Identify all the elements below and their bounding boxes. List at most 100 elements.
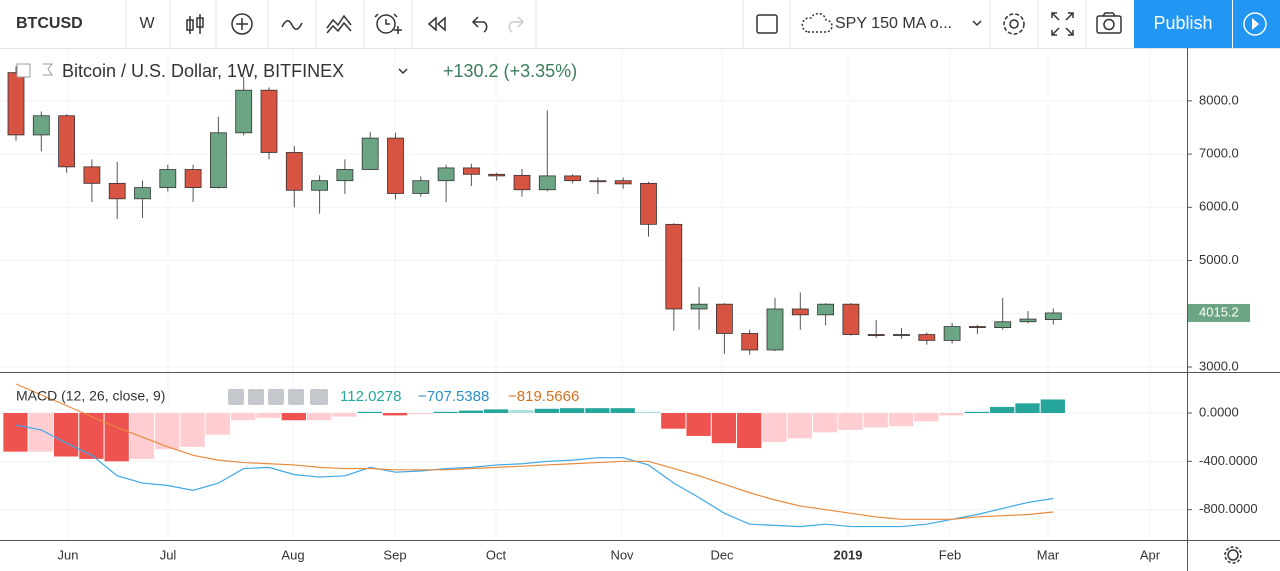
templates-button[interactable]	[326, 14, 352, 34]
candle-body	[361, 137, 379, 170]
candle-body	[285, 152, 303, 191]
layout-button[interactable]	[756, 14, 778, 34]
candle-body	[690, 303, 708, 310]
histogram-bar	[787, 412, 812, 439]
histogram-bar	[382, 412, 408, 416]
last-price-box	[1188, 303, 1250, 322]
histogram-bar	[408, 412, 433, 415]
candle-body	[640, 182, 657, 225]
candle-body	[842, 303, 860, 335]
candle-body	[564, 175, 581, 182]
streaming-icon	[1243, 12, 1267, 36]
interval[interactable]: W	[139, 15, 155, 32]
y-tick-label: -800.0000	[1199, 501, 1258, 516]
x-tick-label: Feb	[939, 547, 961, 562]
y-tick-label: 0.0000	[1199, 404, 1239, 419]
candle-body	[32, 115, 50, 136]
x-tick-label: 2019	[834, 547, 863, 562]
layout-menu-chevron[interactable]	[972, 20, 982, 27]
candle-body	[969, 326, 986, 329]
candle-body	[741, 333, 759, 351]
saved-layout[interactable]: SPY 150 MA o...	[835, 15, 952, 32]
candle-body	[614, 180, 632, 185]
candle-body	[235, 89, 253, 134]
macd-line-value: −707.5388	[418, 388, 489, 405]
candle-body	[1019, 318, 1037, 323]
histogram-bar	[888, 412, 914, 427]
redo-button[interactable]	[508, 16, 525, 33]
histogram-bar	[939, 412, 964, 416]
candle-body	[437, 167, 455, 182]
price-change: +130.2 (+3.35%)	[443, 61, 577, 81]
histogram-bar	[3, 412, 28, 452]
replay-button[interactable]	[427, 16, 446, 32]
compare-button[interactable]	[281, 20, 303, 30]
macd-signal-value: −819.5666	[508, 388, 579, 405]
macd-title: MACD (12, 26, close, 9)	[16, 388, 165, 404]
y-tick-label: 5000.0	[1199, 252, 1239, 267]
candle-type-button[interactable]	[186, 14, 204, 34]
x-tick-label: Aug	[281, 547, 304, 562]
snapshot-button[interactable]	[1096, 12, 1122, 34]
legend-icon	[43, 63, 54, 76]
candle-body	[589, 180, 607, 183]
candle-body	[412, 180, 430, 194]
settings-button[interactable]	[1003, 13, 1025, 35]
alert-button[interactable]	[374, 13, 402, 34]
candle-body	[387, 137, 404, 194]
candle-body	[260, 89, 278, 153]
time-axis-settings[interactable]	[1224, 546, 1242, 564]
candle-body	[488, 173, 506, 177]
histogram-bar	[914, 412, 939, 422]
candle-body	[311, 180, 329, 191]
publish-button[interactable]	[1134, 0, 1232, 48]
histogram-bar	[281, 412, 306, 421]
histogram-bar	[863, 412, 888, 428]
histogram-bar	[838, 412, 863, 430]
histogram-bar	[762, 412, 787, 442]
histogram-bar	[686, 412, 711, 436]
fullscreen-button[interactable]	[1051, 12, 1074, 36]
histogram-bar	[635, 411, 661, 413]
macd-line	[15, 424, 1054, 528]
candle-body	[83, 166, 101, 184]
grid	[0, 49, 1187, 540]
undo-button[interactable]	[471, 16, 488, 33]
x-tick-label: Oct	[486, 547, 507, 562]
candle-body	[791, 308, 809, 316]
symbol-title: Bitcoin / U.S. Dollar, 1W, BITFINEX	[62, 61, 344, 81]
y-tick-label: 3000.0	[1199, 358, 1239, 373]
candle-body	[893, 334, 910, 336]
last-price-label: 4015.2	[1199, 304, 1239, 319]
x-tick-label: Nov	[610, 547, 634, 562]
symbol[interactable]: BTCUSD	[16, 15, 83, 32]
histogram-bar	[661, 412, 686, 429]
candle-body	[943, 326, 961, 341]
candle-body	[134, 187, 151, 200]
cloud-icon	[801, 12, 833, 33]
histogram-bar	[1015, 403, 1040, 413]
histogram-bar	[458, 410, 484, 413]
y-tick-label: 8000.0	[1199, 92, 1239, 107]
histogram-bar	[231, 412, 256, 421]
x-tick-label: Jul	[160, 547, 177, 562]
x-tick-label: Jun	[58, 547, 79, 562]
histogram-bar	[610, 408, 635, 413]
macd-histogram-value: 112.0278	[340, 388, 401, 405]
histogram-bar	[433, 411, 458, 413]
indicators-button[interactable]	[231, 13, 253, 35]
histogram-bar	[990, 406, 1015, 413]
histogram-bar	[1040, 399, 1065, 413]
candle-body	[108, 182, 126, 200]
legend-toggle[interactable]	[16, 63, 31, 78]
macd-study-buttons[interactable]	[228, 389, 328, 405]
histogram-bar	[585, 408, 610, 413]
candle-body	[538, 175, 556, 191]
histogram-bar	[28, 412, 53, 452]
x-tick-label: Apr	[1140, 547, 1161, 562]
histogram-bar	[357, 411, 382, 413]
publish-label[interactable]: Publish	[1153, 13, 1212, 33]
symbol-menu-chevron[interactable]	[398, 68, 408, 75]
